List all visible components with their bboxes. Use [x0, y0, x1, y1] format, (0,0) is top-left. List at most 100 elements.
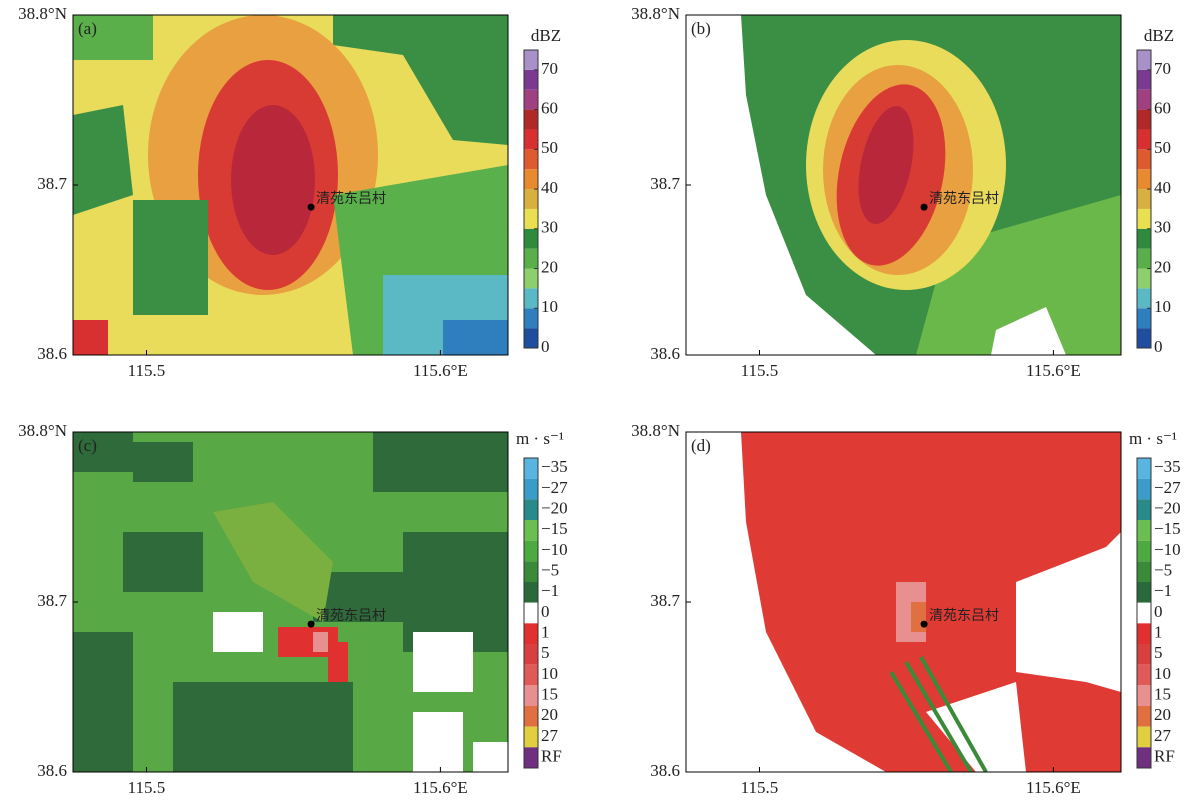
colorbar-tick-label: 10 — [1154, 664, 1171, 683]
site-marker — [920, 203, 928, 211]
colorbar-swatch — [524, 288, 538, 309]
colorbar-title: dBZ — [1144, 26, 1174, 45]
y-tick-label: 38.6 — [650, 344, 680, 363]
y-tick-label: 38.6 — [37, 344, 67, 363]
y-tick-label: 38.8°N — [18, 4, 67, 23]
colorbar-swatch — [524, 458, 538, 479]
y-tick-label: 38.8°N — [18, 421, 67, 440]
colorbar-swatch — [1137, 328, 1151, 348]
colorbar-tick-label: −5 — [1154, 561, 1172, 580]
colorbar-tick-label: 70 — [1154, 59, 1171, 78]
colorbar-tick-label: 60 — [541, 99, 558, 118]
colorbar-tick-label: −35 — [1154, 457, 1181, 476]
y-tick-label: 38.6 — [650, 761, 680, 780]
colorbar-swatch — [524, 129, 538, 150]
colorbar-swatch — [524, 664, 538, 686]
colorbar-tick-label: −27 — [541, 478, 568, 497]
colorbar-swatch — [1137, 208, 1151, 229]
panel-label: (b) — [691, 19, 711, 38]
panel-label: (d) — [691, 436, 711, 455]
colorbar-tick-label: 15 — [541, 685, 558, 704]
colorbar-tick-label: −5 — [541, 561, 559, 580]
site-marker — [307, 620, 315, 628]
colorbar-swatch — [524, 69, 538, 90]
colorbar-swatch — [1137, 499, 1151, 520]
colorbar-tick-label: 27 — [1154, 726, 1172, 745]
colorbar-swatch — [1137, 69, 1151, 90]
colorbar-tick-label: 10 — [541, 297, 558, 316]
colorbar-swatch — [1137, 109, 1151, 130]
colorbar-tick-label: 0 — [1154, 602, 1163, 621]
colorbar-tick-label: −20 — [1154, 499, 1181, 518]
colorbar-tick-label: 1 — [541, 623, 550, 642]
colorbar-tick-label: 15 — [1154, 685, 1171, 704]
colorbar-tick-label: −1 — [1154, 581, 1172, 600]
panel-label: (c) — [78, 436, 97, 455]
colorbar-swatch — [1137, 644, 1151, 665]
colorbar-swatch — [1137, 664, 1151, 686]
colorbar-swatch — [524, 149, 538, 170]
colorbar-swatch — [524, 268, 538, 289]
colorbar-tick-label: 0 — [1154, 337, 1163, 356]
reflectivity-field — [741, 15, 1121, 355]
colorbar-swatch — [1137, 458, 1151, 479]
panel: (d) 38.6 38.7 38.8°N 115.5 115.6°E 清苑东吕村 m · s⁻… — [631, 421, 1181, 797]
colorbar-tick-label: 20 — [541, 257, 558, 276]
colorbar-frame — [523, 49, 539, 349]
panel-label: (a) — [78, 19, 97, 38]
colorbar-swatch — [1137, 50, 1151, 70]
x-tick-label: 115.5 — [741, 361, 779, 380]
x-tick-label: 115.5 — [128, 778, 166, 797]
colorbar-frame — [523, 457, 539, 769]
colorbar-tick-label: 0 — [541, 602, 550, 621]
colorbar-swatch — [1137, 540, 1151, 562]
colorbar-tick-label: 70 — [541, 59, 558, 78]
colorbar-tick-label: 50 — [541, 138, 558, 157]
colorbar-swatch — [1137, 228, 1151, 249]
colorbar-swatch — [524, 644, 538, 665]
colorbar-tick-label: −10 — [1154, 540, 1181, 559]
colorbar-tick-label: −20 — [541, 499, 568, 518]
site-marker — [307, 203, 315, 211]
colorbar-title: m · s⁻¹ — [516, 429, 564, 448]
colorbar-swatch — [524, 208, 538, 229]
colorbar-tick-label: RF — [541, 747, 562, 766]
colorbar-swatch — [524, 50, 538, 70]
y-tick-label: 38.7 — [37, 174, 67, 193]
y-tick-label: 38.6 — [37, 761, 67, 780]
colorbar-swatch — [524, 706, 538, 727]
colorbar-swatch — [524, 561, 538, 582]
colorbar-swatch — [524, 499, 538, 520]
site-marker — [920, 620, 928, 628]
colorbar-swatch — [1137, 308, 1151, 329]
x-tick-label: 115.6°E — [1026, 361, 1081, 380]
colorbar-tick-label: 50 — [1154, 138, 1171, 157]
colorbar-frame — [1136, 49, 1152, 349]
colorbar-tick-label: −35 — [541, 457, 568, 476]
site-label: 清苑东吕村 — [929, 608, 999, 624]
colorbar-tick-label: −10 — [541, 540, 568, 559]
colorbar-swatch — [524, 726, 538, 748]
colorbar-tick-label: 30 — [541, 218, 558, 237]
colorbar-swatch — [1137, 129, 1151, 150]
colorbar-tick-label: −1 — [541, 581, 559, 600]
colorbar-tick-label: 60 — [1154, 99, 1171, 118]
colorbar-swatch — [1137, 288, 1151, 309]
colorbar-swatch — [524, 248, 538, 269]
site-label: 清苑东吕村 — [929, 191, 999, 207]
colorbar-swatch — [524, 747, 538, 768]
colorbar-swatch — [1137, 169, 1151, 190]
colorbar-tick-label: 27 — [541, 726, 559, 745]
colorbar-tick-label: −27 — [1154, 478, 1181, 497]
reflectivity-field — [73, 15, 508, 355]
colorbar-tick-label: −15 — [1154, 519, 1181, 538]
colorbar-tick-label: −15 — [541, 519, 568, 538]
site-label: 清苑东吕村 — [316, 608, 386, 624]
x-tick-label: 115.5 — [128, 361, 166, 380]
colorbar-swatch — [1137, 747, 1151, 768]
panel: (c) 38.6 38.7 38.8°N 115.5 115.6°E 清苑东吕村 m · s⁻… — [18, 421, 568, 797]
colorbar-swatch — [524, 169, 538, 190]
colorbar-swatch — [1137, 248, 1151, 269]
colorbar-swatch — [524, 228, 538, 249]
